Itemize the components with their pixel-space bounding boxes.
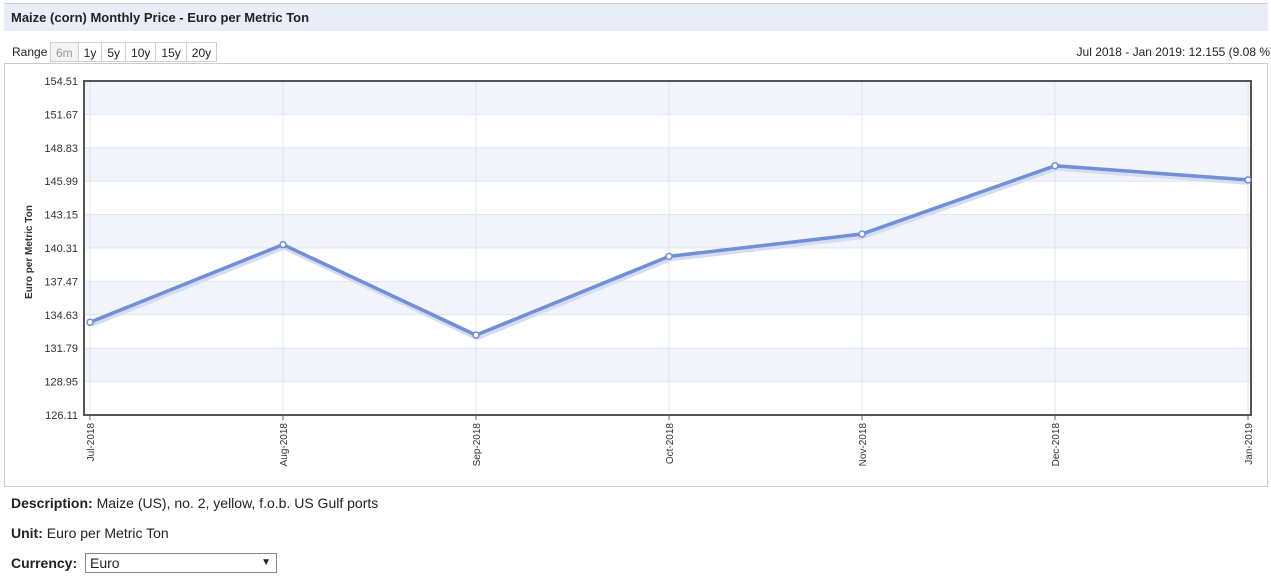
range-button-15y[interactable]: 15y	[155, 42, 187, 62]
price-change-summary: Jul 2018 - Jan 2019: 12.155 (9.08 %)	[1076, 45, 1271, 59]
y-tick-label: 145.99	[44, 176, 78, 188]
x-tick-label: Aug-2018	[279, 423, 290, 467]
description-text: Maize (US), no. 2, yellow, f.o.b. US Gul…	[96, 495, 379, 511]
y-axis-label: Euro per Metric Ton	[24, 205, 35, 299]
data-point	[665, 252, 673, 261]
range-buttons: 6m 1y 5y 10y 15y 20y	[50, 42, 218, 62]
plot-band	[84, 348, 1251, 382]
line-chart: 154.51 151.67 148.83 145.99 143.15 140.31 137.…	[24, 76, 1255, 467]
y-tick-label: 143.15	[44, 210, 78, 222]
description-row: Description: Maize (US), no. 2, yellow, …	[11, 495, 378, 511]
x-tick-label: Dec-2018	[1051, 423, 1062, 467]
data-point	[86, 318, 94, 326]
range-button-5y[interactable]: 5y	[101, 42, 127, 62]
page-title: Maize (corn) Monthly Price - Euro per Me…	[11, 10, 310, 25]
plot-border	[83, 80, 1252, 416]
data-point	[1244, 176, 1252, 184]
plot-band	[84, 147, 1251, 182]
y-tick-label: 137.47	[44, 276, 78, 288]
x-tick-label: Jan-2019	[1244, 423, 1255, 465]
dropdown-arrow-icon: ▼	[261, 557, 271, 568]
plot-band	[84, 81, 1251, 115]
range-selector: Range 6m 1y 5y 10y 15y 20y Jul 2018 - Jan 201…	[12, 42, 1271, 62]
description-label: Description:	[11, 495, 93, 511]
currency-label: Currency:	[11, 555, 78, 571]
y-tick-label: 126.11	[45, 410, 78, 422]
plot-band	[84, 214, 1251, 248]
unit-label: Unit:	[11, 525, 43, 541]
x-tick-label: Nov-2018	[858, 423, 869, 467]
currency-select[interactable]: Euro ▼	[85, 553, 277, 573]
range-button-6m[interactable]: 6m	[50, 42, 79, 62]
y-tick-label: 140.31	[44, 243, 78, 255]
data-point	[858, 230, 866, 238]
y-tick-label: 128.95	[44, 377, 78, 389]
range-button-10y[interactable]: 10y	[125, 42, 157, 62]
chart-container: 154.51 151.67 148.83 145.99 143.15 140.31 137.…	[4, 63, 1268, 487]
y-tick-label: 151.67	[44, 109, 78, 121]
y-tick-label: 148.83	[44, 143, 78, 155]
x-tick-label: Sep-2018	[472, 423, 483, 467]
range-button-20y[interactable]: 20y	[185, 42, 218, 62]
unit-row: Unit: Euro per Metric Ton	[11, 525, 169, 541]
data-point	[1051, 162, 1059, 170]
y-tick-label: 131.79	[44, 343, 78, 355]
currency-row: Currency:	[11, 555, 77, 571]
range-label: Range	[12, 45, 48, 59]
data-point	[279, 240, 287, 249]
x-tick-label: Oct-2018	[665, 423, 676, 465]
y-tick-label: 154.51	[44, 76, 78, 88]
range-button-1y[interactable]: 1y	[77, 42, 103, 62]
y-tick-label: 134.63	[44, 310, 78, 322]
plot-band	[84, 281, 1251, 315]
x-tick-label: Jul-2018	[86, 423, 97, 462]
chart-title-bar: Maize (corn) Monthly Price - Euro per Me…	[4, 3, 1268, 31]
data-point	[472, 331, 480, 339]
currency-value: Euro	[90, 555, 120, 571]
unit-text: Euro per Metric Ton	[46, 525, 169, 541]
